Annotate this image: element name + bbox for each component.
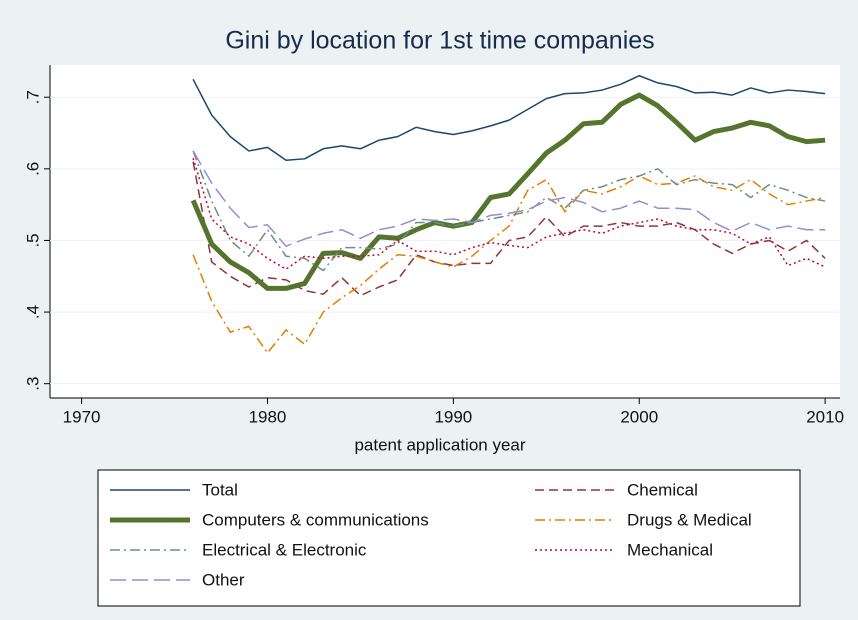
series-line [192, 150, 826, 272]
legend-label: Computers & communications [202, 510, 429, 529]
legend-label: Total [202, 480, 238, 499]
legend-label: Other [202, 570, 245, 589]
series-line [192, 157, 826, 270]
x-tick-label: 1990 [434, 407, 472, 426]
y-tick-label: .6 [23, 162, 42, 176]
series-line [192, 175, 826, 354]
x-tick-label: 1980 [249, 407, 287, 426]
x-axis-label: patent application year [354, 435, 525, 454]
legend-label: Chemical [627, 480, 698, 499]
chart-title: Gini by location for 1st time companies [225, 27, 654, 55]
x-tick-label: 1970 [63, 407, 101, 426]
series-line [192, 150, 826, 247]
plot-area [50, 65, 840, 398]
x-tick-label: 2000 [620, 407, 658, 426]
x-tick-label: 2010 [806, 407, 844, 426]
y-tick-label: .3 [23, 377, 42, 391]
y-tick-label: .4 [23, 305, 42, 319]
series-line [192, 74, 826, 161]
series-line [190, 92, 826, 291]
y-tick-label: .7 [23, 90, 42, 104]
legend [97, 469, 801, 607]
y-tick-label: .5 [23, 233, 42, 247]
legend-label: Mechanical [627, 540, 713, 559]
legend-label: Electrical & Electronic [202, 540, 367, 559]
legend-label: Drugs & Medical [627, 510, 752, 529]
